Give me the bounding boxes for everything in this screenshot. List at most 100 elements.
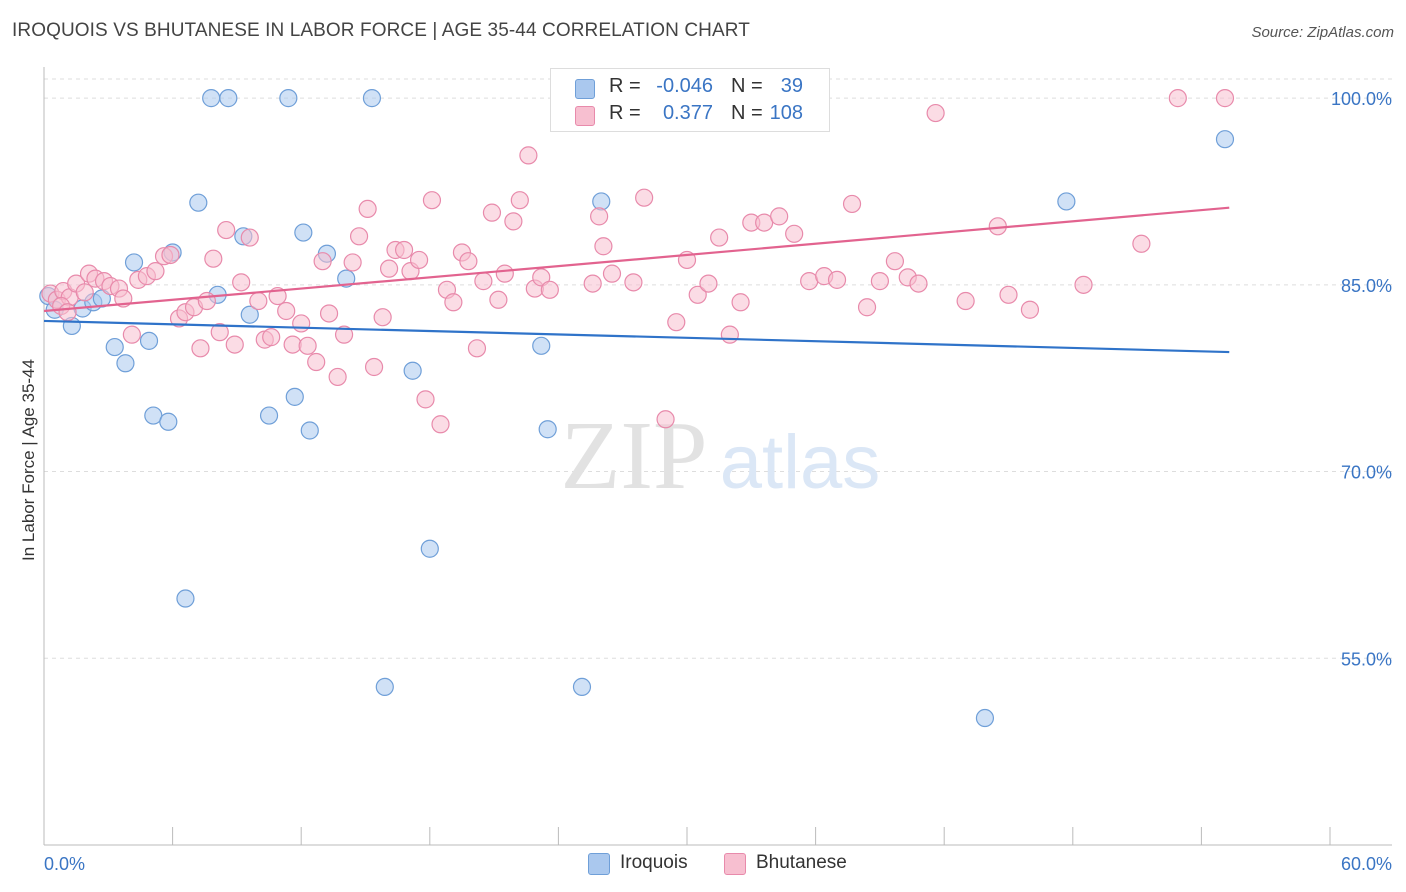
bhutanese-point[interactable] [885, 252, 905, 271]
iroquois-point[interactable] [294, 223, 313, 242]
iroquois-point[interactable] [572, 677, 592, 697]
bhutanese-point[interactable] [785, 224, 804, 243]
bhutanese-point[interactable] [349, 227, 369, 246]
bhutanese-point[interactable] [909, 274, 928, 293]
bhutanese-point[interactable] [409, 250, 429, 270]
bhutanese-point[interactable] [489, 290, 508, 309]
iroquois-point[interactable] [362, 89, 382, 108]
iroquois-point[interactable] [300, 421, 319, 440]
bhutanese-point[interactable] [827, 270, 847, 289]
bhutanese-point[interactable] [307, 352, 326, 372]
bhutanese-point[interactable] [710, 228, 729, 247]
iroquois-point[interactable] [176, 589, 195, 608]
bhutanese-point[interactable] [519, 146, 538, 165]
bhutanese-point[interactable] [225, 335, 244, 354]
bhutanese-point[interactable] [313, 252, 332, 271]
bhutanese-point[interactable] [277, 301, 296, 321]
iroquois-point[interactable] [592, 192, 611, 211]
bhutanese-point[interactable] [459, 252, 478, 271]
bhutanese-point[interactable] [204, 249, 223, 268]
bhutanese-point[interactable] [58, 303, 77, 322]
bhutanese-point[interactable] [1074, 275, 1093, 294]
bhutanese-point[interactable] [870, 272, 890, 291]
bhutanese-point[interactable] [283, 335, 302, 354]
bhutanese-point[interactable] [800, 272, 819, 291]
bhutanese-point[interactable] [210, 323, 229, 342]
bhutanese-point[interactable] [926, 103, 945, 123]
bhutanese-point[interactable] [146, 262, 165, 281]
iroquois-point[interactable] [279, 89, 298, 108]
iroquois-point[interactable] [285, 387, 304, 406]
bhutanese-point[interactable] [594, 237, 613, 256]
bhutanese-point[interactable] [656, 410, 675, 429]
bhutanese-point[interactable] [191, 339, 210, 358]
bhutanese-point[interactable] [720, 325, 739, 344]
bhutanese-point[interactable] [197, 291, 216, 311]
bhutanese-point[interactable] [1215, 89, 1235, 108]
bhutanese-point[interactable] [249, 291, 268, 311]
iroquois-point[interactable] [1215, 130, 1235, 149]
iroquois-point[interactable] [337, 269, 356, 288]
bhutanese-point[interactable] [358, 199, 377, 219]
bhutanese-point[interactable] [334, 325, 354, 344]
bhutanese-point[interactable] [373, 308, 392, 327]
bhutanese-point[interactable] [857, 298, 877, 317]
bhutanese-point[interactable] [1132, 234, 1151, 253]
bhutanese-point[interactable] [364, 357, 384, 377]
bhutanese-point[interactable] [416, 390, 435, 409]
bhutanese-point[interactable] [467, 339, 487, 358]
bhutanese-point[interactable] [699, 274, 718, 293]
bhutanese-point[interactable] [240, 228, 259, 247]
bhutanese-point[interactable] [495, 264, 514, 283]
iroquois-point[interactable] [219, 89, 238, 108]
iroquois-point[interactable] [403, 361, 422, 380]
bhutanese-point[interactable] [583, 274, 602, 293]
bhutanese-point[interactable] [602, 264, 622, 283]
iroquois-point[interactable] [105, 337, 124, 357]
bhutanese-point[interactable] [667, 313, 686, 332]
bhutanese-point[interactable] [343, 253, 362, 272]
bhutanese-point[interactable] [75, 283, 94, 302]
bhutanese-point[interactable] [298, 336, 317, 355]
bhutanese-point[interactable] [422, 191, 442, 210]
bhutanese-point[interactable] [379, 259, 399, 278]
iroquois-point[interactable] [189, 193, 208, 212]
bhutanese-point[interactable] [510, 191, 529, 210]
iroquois-point[interactable] [116, 354, 135, 373]
bhutanese-point[interactable] [540, 280, 559, 299]
bhutanese-point[interactable] [731, 293, 750, 312]
iroquois-point[interactable] [538, 420, 557, 439]
iroquois-point[interactable] [240, 305, 259, 324]
bhutanese-point[interactable] [217, 220, 236, 240]
bhutanese-point[interactable] [431, 415, 450, 434]
bhutanese-point[interactable] [1020, 300, 1040, 319]
bhutanese-point[interactable] [444, 293, 463, 312]
bhutanese-point[interactable] [292, 314, 311, 333]
bhutanese-point[interactable] [1168, 89, 1187, 108]
bhutanese-point[interactable] [688, 285, 707, 304]
bhutanese-point[interactable] [232, 273, 251, 292]
bhutanese-point[interactable] [842, 194, 862, 214]
iroquois-point[interactable] [202, 89, 221, 108]
bhutanese-point[interactable] [956, 291, 975, 311]
bhutanese-point[interactable] [624, 273, 643, 292]
bhutanese-point[interactable] [999, 285, 1018, 304]
bhutanese-point[interactable] [262, 328, 281, 347]
iroquois-point[interactable] [124, 253, 144, 272]
iroquois-point[interactable] [259, 406, 279, 425]
bhutanese-point[interactable] [394, 240, 414, 260]
bhutanese-point[interactable] [482, 203, 502, 222]
bhutanese-point[interactable] [590, 207, 609, 226]
iroquois-point[interactable] [375, 677, 394, 697]
iroquois-point[interactable] [975, 708, 995, 728]
bhutanese-point[interactable] [532, 268, 551, 287]
bhutanese-point[interactable] [504, 212, 523, 231]
bhutanese-point[interactable] [770, 207, 789, 226]
bhutanese-point[interactable] [474, 272, 493, 291]
iroquois-point[interactable] [420, 539, 439, 558]
bhutanese-point[interactable] [328, 367, 347, 387]
iroquois-point[interactable] [159, 412, 178, 431]
iroquois-point[interactable] [1057, 192, 1076, 211]
bhutanese-point[interactable] [122, 325, 141, 344]
bhutanese-point[interactable] [319, 304, 339, 323]
